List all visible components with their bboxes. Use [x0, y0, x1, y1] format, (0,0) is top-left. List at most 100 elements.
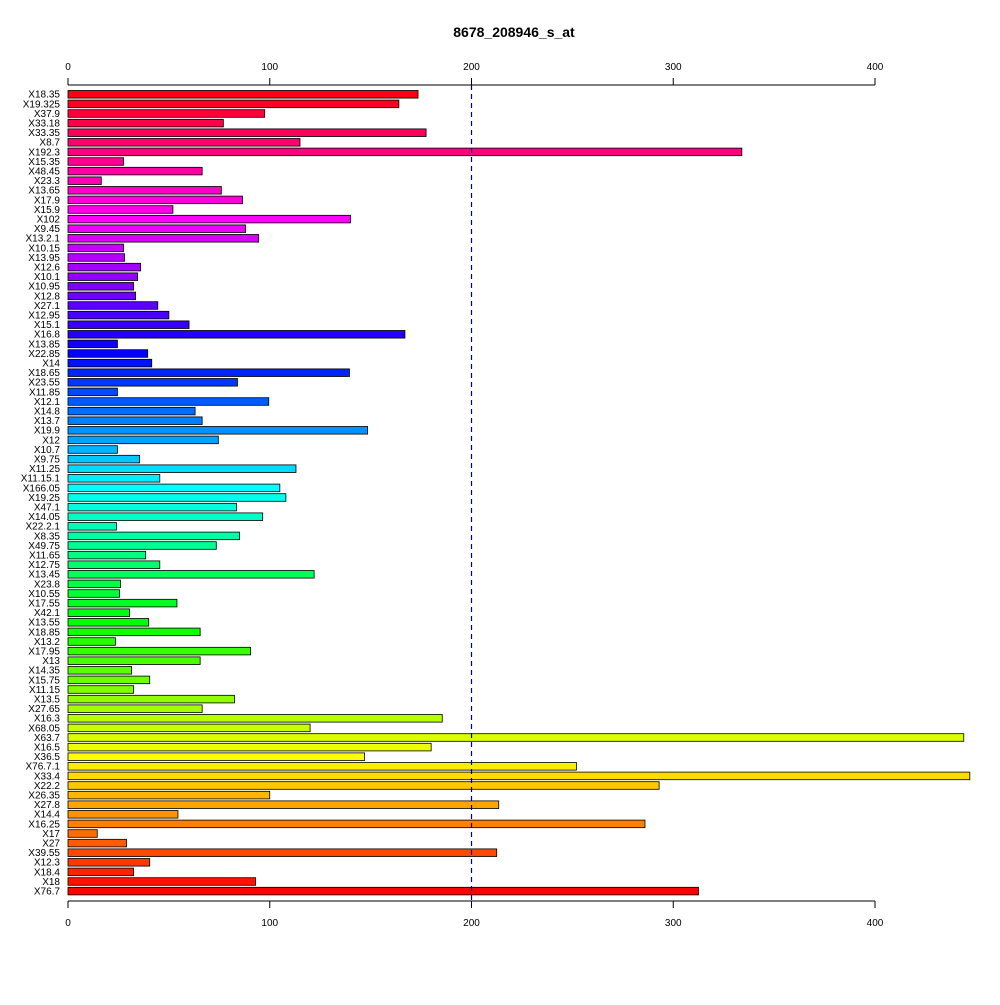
- bar: [67, 790, 271, 800]
- category-label: X33.18: [28, 119, 60, 130]
- category-label: X48.45: [28, 167, 60, 178]
- bar: [67, 781, 660, 790]
- bar: [67, 723, 311, 733]
- category-label: X23.8: [34, 579, 61, 590]
- bar: [67, 858, 151, 867]
- category-label: X10.1: [34, 272, 61, 283]
- category-label: X8.35: [34, 531, 61, 542]
- category-label: X27.1: [34, 301, 61, 312]
- bar: [67, 627, 201, 637]
- bar: [67, 272, 139, 281]
- bar: [67, 291, 136, 301]
- category-label: X49.75: [28, 541, 60, 552]
- bars: [67, 90, 971, 896]
- bar: [67, 579, 121, 589]
- category-label: X22.2: [34, 781, 61, 792]
- category-label: X27.8: [34, 800, 61, 811]
- bar: [67, 454, 141, 464]
- category-label: X13.55: [28, 618, 60, 629]
- category-label: X10.7: [34, 445, 61, 456]
- bar: [67, 157, 124, 166]
- category-label: X27.65: [28, 704, 60, 715]
- category-label: X36.5: [34, 752, 61, 763]
- category-label: X166.05: [23, 483, 61, 494]
- category-label: X13.45: [28, 570, 60, 581]
- bar: [67, 656, 201, 665]
- bar: [67, 838, 127, 848]
- category-label: X13.2: [34, 637, 61, 648]
- bar: [67, 378, 238, 387]
- tick-label: 300: [665, 62, 682, 73]
- category-label: X11.85: [29, 387, 60, 398]
- bar: [67, 320, 190, 329]
- category-label: X12.95: [28, 311, 60, 322]
- bar: [67, 426, 368, 435]
- category-label: X12.6: [34, 263, 61, 274]
- bar: [67, 848, 498, 857]
- bar: [67, 387, 118, 397]
- bar: [67, 819, 646, 829]
- bar: [67, 330, 406, 339]
- category-label: X18.85: [28, 627, 60, 638]
- category-label: X12.8: [34, 291, 61, 302]
- category-label: X17.9: [34, 195, 61, 206]
- category-label: X76.7.1: [26, 762, 61, 773]
- bar: [67, 618, 150, 627]
- bar: [67, 166, 203, 176]
- bar: [67, 886, 699, 896]
- tick-label: 400: [867, 918, 884, 929]
- category-label: X11.15.1: [21, 474, 61, 485]
- category-label: X13: [42, 656, 60, 667]
- bar: [67, 176, 102, 185]
- category-label: X68.05: [28, 723, 60, 734]
- category-label: X12.75: [28, 560, 60, 571]
- category-label: X10.15: [28, 243, 60, 254]
- category-label: X17.95: [28, 647, 60, 658]
- bar: [67, 762, 577, 771]
- bar: [67, 368, 350, 377]
- bar: [67, 522, 117, 531]
- bar: [67, 867, 134, 877]
- category-label: X47.1: [34, 503, 61, 514]
- bar: [67, 416, 203, 425]
- category-label: X13.85: [28, 339, 60, 350]
- bar: [67, 99, 400, 109]
- bar: [67, 195, 243, 205]
- category-label: X27: [42, 839, 60, 850]
- category-label: X22.2.1: [26, 522, 61, 533]
- category-label: X14.05: [28, 512, 60, 523]
- bar: [67, 531, 240, 541]
- bar: [67, 570, 315, 579]
- category-label: X13.65: [28, 186, 60, 197]
- category-label: X14.8: [34, 407, 61, 418]
- tick-label: 400: [867, 62, 884, 73]
- bar: [67, 752, 365, 761]
- category-label: X18.4: [34, 867, 61, 878]
- bar: [67, 810, 179, 819]
- bar: [67, 253, 125, 262]
- bar: [67, 742, 432, 752]
- bar: [67, 310, 170, 320]
- category-label: X16.25: [28, 819, 60, 830]
- tick-label: 0: [65, 62, 71, 73]
- category-label: X17: [42, 829, 60, 840]
- category-label: X14.35: [28, 666, 60, 677]
- category-label: X39.55: [28, 848, 60, 859]
- category-label: X15.75: [28, 675, 60, 686]
- bar: [67, 186, 222, 195]
- category-label: X22.85: [28, 349, 60, 360]
- category-label: X26.35: [28, 791, 60, 802]
- bar: [67, 147, 743, 157]
- bar: [67, 397, 270, 406]
- category-label: X19.25: [28, 493, 60, 504]
- bar: [67, 666, 132, 675]
- category-label: X19.325: [23, 99, 61, 110]
- bar: [67, 512, 264, 521]
- bar: [67, 541, 217, 550]
- bar: [67, 301, 159, 310]
- category-label: X13.95: [28, 253, 60, 264]
- category-label: X18.35: [28, 90, 60, 101]
- bar: [67, 445, 118, 454]
- bar: [67, 771, 971, 781]
